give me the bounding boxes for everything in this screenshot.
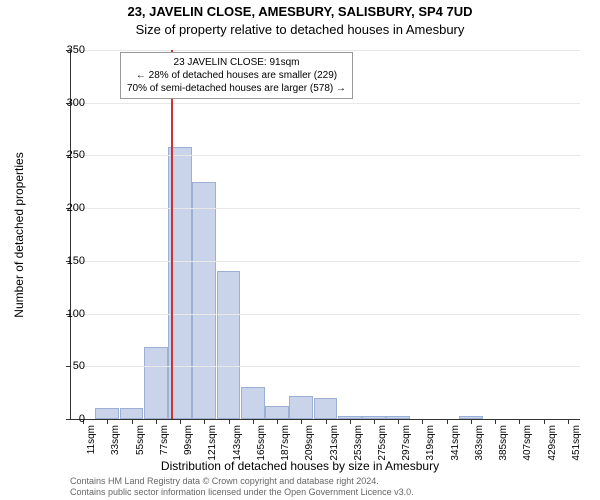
xtick-label: 429sqm [547, 425, 558, 461]
histogram-bar [95, 408, 119, 419]
histogram-bar [144, 347, 168, 419]
ytick-label: 50 [45, 360, 85, 372]
footer-attribution: Contains HM Land Registry data © Crown c… [70, 476, 414, 498]
xtick-mark [519, 419, 520, 424]
xtick-mark [471, 419, 472, 424]
xtick-label: 297sqm [401, 425, 412, 461]
annotation-box: 23 JAVELIN CLOSE: 91sqm← 28% of detached… [120, 52, 353, 99]
xtick-label: 253sqm [353, 425, 364, 461]
xtick-label: 55sqm [135, 425, 146, 455]
reference-line [171, 50, 173, 419]
ytick-label: 100 [45, 308, 85, 320]
xtick-label: 165sqm [256, 425, 267, 461]
xtick-mark [374, 419, 375, 424]
xtick-mark [447, 419, 448, 424]
gridline [71, 314, 580, 315]
annotation-line: 23 JAVELIN CLOSE: 91sqm [127, 56, 346, 69]
annotation-line: 70% of semi-detached houses are larger (… [127, 82, 346, 95]
gridline [71, 155, 580, 156]
y-axis-label: Number of detached properties [12, 152, 26, 317]
xtick-label: 121sqm [207, 425, 218, 461]
xtick-mark [107, 419, 108, 424]
chart-title-secondary: Size of property relative to detached ho… [0, 22, 600, 37]
xtick-label: 385sqm [498, 425, 509, 461]
ytick-label: 0 [45, 413, 85, 425]
ytick-label: 350 [45, 44, 85, 56]
xtick-label: 99sqm [183, 425, 194, 455]
xtick-mark [398, 419, 399, 424]
x-axis-label: Distribution of detached houses by size … [0, 459, 600, 473]
xtick-mark [495, 419, 496, 424]
chart-container: 23, JAVELIN CLOSE, AMESBURY, SALISBURY, … [0, 0, 600, 500]
xtick-mark [180, 419, 181, 424]
histogram-bar [289, 396, 313, 419]
xtick-mark [277, 419, 278, 424]
plot-area [70, 50, 580, 420]
xtick-label: 187sqm [280, 425, 291, 461]
xtick-mark [132, 419, 133, 424]
gridline [71, 103, 580, 104]
chart-title-primary: 23, JAVELIN CLOSE, AMESBURY, SALISBURY, … [0, 4, 600, 19]
xtick-mark [326, 419, 327, 424]
gridline [71, 50, 580, 51]
histogram-bar [265, 406, 289, 419]
ytick-label: 150 [45, 255, 85, 267]
histogram-bar [120, 408, 144, 419]
xtick-mark [301, 419, 302, 424]
xtick-label: 363sqm [474, 425, 485, 461]
xtick-mark [229, 419, 230, 424]
ytick-label: 300 [45, 97, 85, 109]
histogram-bar [241, 387, 265, 419]
bars-layer [71, 50, 580, 419]
xtick-label: 11sqm [86, 425, 97, 454]
xtick-mark [204, 419, 205, 424]
xtick-label: 143sqm [232, 425, 243, 461]
xtick-label: 319sqm [425, 425, 436, 461]
xtick-label: 407sqm [522, 425, 533, 461]
histogram-bar [314, 398, 338, 419]
xtick-mark [544, 419, 545, 424]
footer-line2: Contains public sector information licen… [70, 487, 414, 498]
gridline [71, 261, 580, 262]
xtick-mark [253, 419, 254, 424]
gridline [71, 208, 580, 209]
xtick-mark [350, 419, 351, 424]
annotation-line: ← 28% of detached houses are smaller (22… [127, 69, 346, 82]
xtick-label: 451sqm [571, 425, 582, 461]
histogram-bar [192, 182, 216, 419]
xtick-label: 209sqm [304, 425, 315, 461]
xtick-label: 341sqm [450, 425, 461, 461]
footer-line1: Contains HM Land Registry data © Crown c… [70, 476, 414, 487]
xtick-mark [156, 419, 157, 424]
histogram-bar [217, 271, 241, 419]
xtick-label: 33sqm [110, 425, 121, 455]
xtick-label: 77sqm [159, 425, 170, 455]
xtick-label: 231sqm [329, 425, 340, 461]
ytick-label: 250 [45, 149, 85, 161]
gridline [71, 366, 580, 367]
xtick-mark [422, 419, 423, 424]
xtick-label: 275sqm [377, 425, 388, 461]
xtick-mark [568, 419, 569, 424]
ytick-label: 200 [45, 202, 85, 214]
